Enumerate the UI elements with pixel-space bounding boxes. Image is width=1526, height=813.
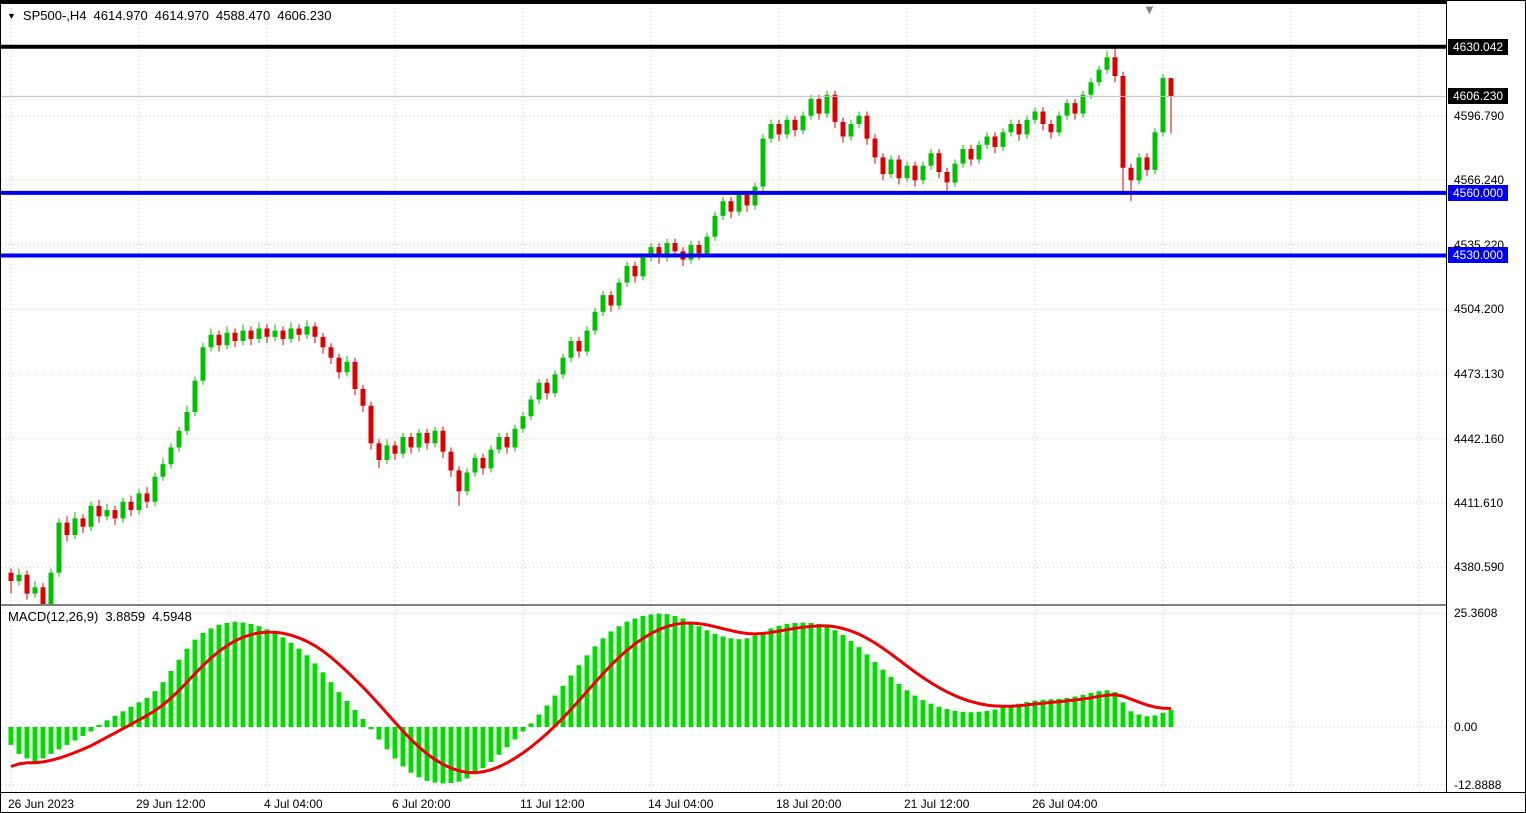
macd-tick-label: -12.8888 <box>1454 777 1502 792</box>
chart-top-border <box>1 1 1525 4</box>
price-tick-label: 4566.240 <box>1454 172 1505 187</box>
price-tag: 4606.230 <box>1448 88 1509 105</box>
symbol-info: ▼ SP500-,H4 4614.970 4614.970 4588.470 4… <box>7 8 331 23</box>
macd-chart <box>1 606 1446 792</box>
quote-open: 4614.970 <box>93 8 148 23</box>
symbol-marker-icon: ▼ <box>7 10 16 21</box>
quote-high: 4614.970 <box>154 8 209 23</box>
time-label: 4 Jul 04:00 <box>264 797 323 811</box>
quote-close: 4606.230 <box>277 8 332 23</box>
price-tick-label: 4411.610 <box>1454 495 1504 510</box>
main-chart-canvas[interactable]: ▼ SP500-,H4 4614.970 4614.970 4588.470 4… <box>1 2 1446 604</box>
time-label: 26 Jun 2023 <box>8 797 75 811</box>
time-label: 18 Jul 20:00 <box>776 797 842 811</box>
price-tick-label: 4473.130 <box>1454 367 1505 382</box>
macd-histogram <box>8 613 1174 784</box>
time-label: 21 Jul 12:00 <box>904 797 970 811</box>
price-tick-label: 4442.160 <box>1454 431 1505 446</box>
price-tick-label: 4504.200 <box>1454 302 1505 317</box>
time-label: 14 Jul 04:00 <box>648 797 714 811</box>
indicator-signal-value: 4.5948 <box>152 609 192 624</box>
grid-layer <box>1 4 1446 604</box>
price-tag: 4630.042 <box>1448 38 1509 55</box>
indicator-name: MACD(12,26,9) <box>8 609 99 624</box>
time-axis[interactable]: 26 Jun 2023 29 Jun 12:00 4 Jul 04:00 6 Jul … <box>1 792 1525 812</box>
price-tag: 4560.000 <box>1448 184 1509 201</box>
macd-canvas[interactable]: MACD(12,26,9) 3.8859 4.5948 <box>1 606 1446 792</box>
time-label: 26 Jul 04:00 <box>1032 797 1098 811</box>
chart-shift-marker-icon[interactable]: ▼ <box>1143 2 1156 17</box>
price-tick-label: 4380.590 <box>1454 560 1505 575</box>
time-label: 11 Jul 12:00 <box>520 797 585 811</box>
macd-tick-label: 0.00 <box>1454 720 1478 734</box>
time-label: 6 Jul 20:00 <box>392 797 451 811</box>
indicator-macd-value: 3.8859 <box>105 609 146 624</box>
indicator-label: MACD(12,26,9) 3.8859 4.5948 <box>8 609 192 624</box>
price-axis[interactable]: 4596.790 4566.240 4535.220 4504.200 4473.130… <box>1446 1 1525 792</box>
candlestick-chart <box>1 4 1446 604</box>
price-tick-label: 4596.790 <box>1454 109 1505 124</box>
level-lines-layer <box>1 44 1446 258</box>
symbol-title: SP500-,H4 <box>22 8 87 23</box>
panel-splitter[interactable] <box>1 604 1446 606</box>
time-label: 29 Jun 12:00 <box>136 797 206 811</box>
quote-low: 4588.470 <box>215 8 271 23</box>
candles-layer <box>8 45 1174 604</box>
macd-signal-line <box>10 621 1172 775</box>
price-tag: 4530.000 <box>1448 247 1509 264</box>
macd-tick-label: 25.3608 <box>1454 606 1498 621</box>
